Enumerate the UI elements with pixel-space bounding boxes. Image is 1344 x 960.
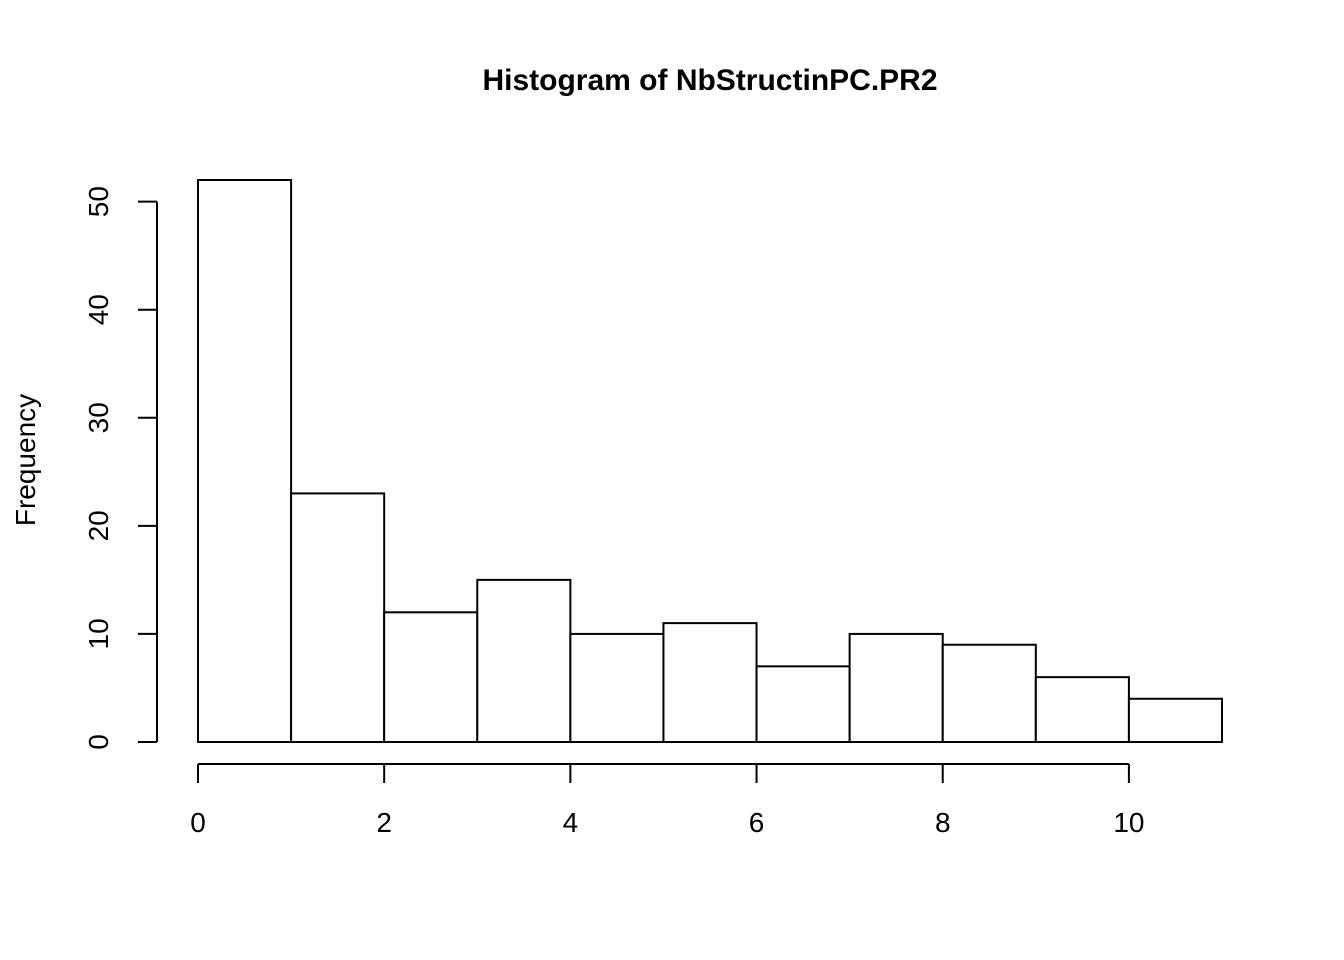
x-tick-label-1: 2 [376,807,392,838]
y-tick-label-2: 20 [83,510,114,541]
histogram-bar-3 [476,578,572,744]
x-tick-label-4: 8 [935,807,951,838]
y-tick-label-0: 0 [83,734,114,750]
histogram-bar-0 [197,179,293,743]
histogram-bar-5 [662,622,758,743]
histogram-bar-7 [848,632,944,744]
histogram-bar-4 [569,632,665,744]
histogram-bar-9 [1034,676,1130,744]
x-tick-label-2: 4 [563,807,579,838]
y-tick-label-5: 50 [83,186,114,217]
chart-title: Histogram of NbStructinPC.PR2 [482,64,937,97]
bars-group [197,179,1223,744]
histogram-bar-10 [1127,697,1223,743]
histogram-bar-8 [941,643,1037,744]
x-tick-label-5: 10 [1113,807,1144,838]
y-axis-title: Frequency [10,394,41,526]
y-tick-label-1: 10 [83,618,114,649]
x-tick-label-3: 6 [749,807,765,838]
y-tick-label-4: 40 [83,294,114,325]
x-axis: 0 2 4 6 8 10 [190,763,1144,838]
y-axis: 0 10 20 30 40 50 [83,186,158,750]
histogram-bar-2 [383,611,479,743]
x-tick-label-0: 0 [190,807,206,838]
y-tick-label-3: 30 [83,402,114,433]
histogram-bar-6 [755,665,851,743]
histogram-bar-1 [290,492,386,743]
